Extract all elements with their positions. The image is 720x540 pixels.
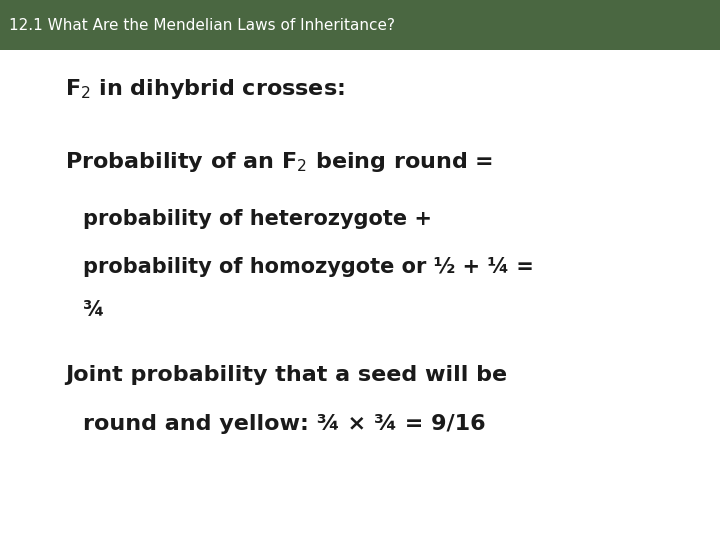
Text: 12.1 What Are the Mendelian Laws of Inheritance?: 12.1 What Are the Mendelian Laws of Inhe… [9,18,395,32]
Text: Probability of an F$_2$ being round =: Probability of an F$_2$ being round = [65,150,493,174]
Text: F$_2$ in dihybrid crosses:: F$_2$ in dihybrid crosses: [65,77,344,101]
Text: ¾: ¾ [83,300,104,321]
Bar [0,0,720,50]
Text: Joint probability that a seed will be: Joint probability that a seed will be [65,365,507,386]
Text: probability of homozygote or ½ + ¼ =: probability of homozygote or ½ + ¼ = [83,257,534,278]
Text: probability of heterozygote +: probability of heterozygote + [83,208,432,229]
Text: round and yellow: ¾ × ¾ = 9/16: round and yellow: ¾ × ¾ = 9/16 [83,414,485,434]
